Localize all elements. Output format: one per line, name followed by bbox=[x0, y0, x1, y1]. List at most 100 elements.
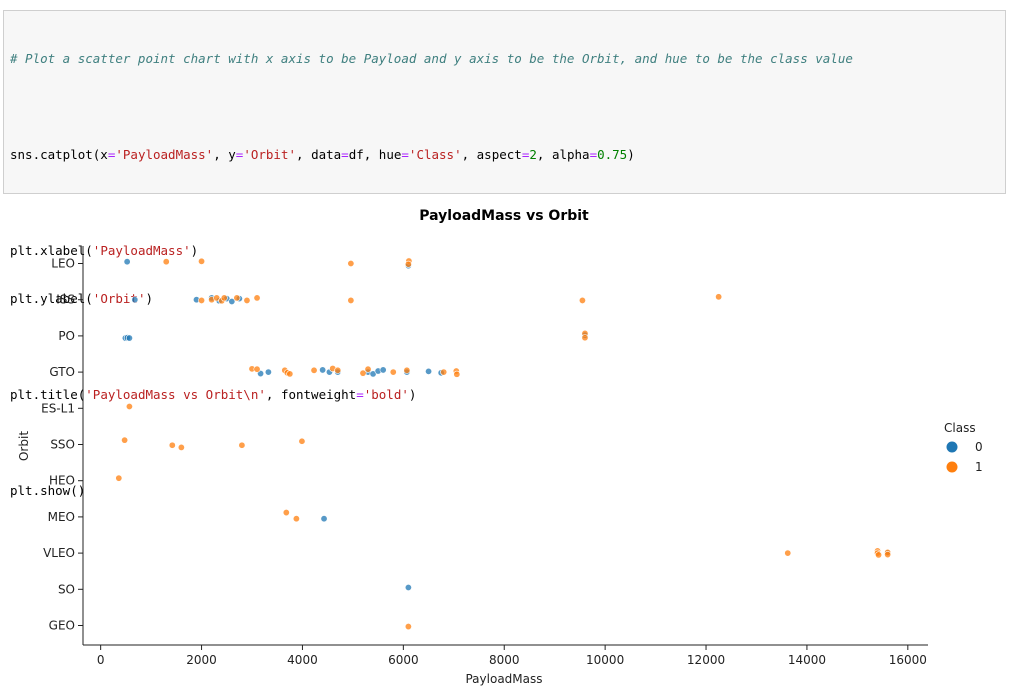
scatter-point-class-1 bbox=[243, 296, 251, 304]
y-tick-label: VLEO bbox=[43, 546, 75, 560]
scatter-point-class-1 bbox=[125, 402, 133, 410]
code-token: ) bbox=[627, 147, 635, 162]
scatter-point-class-1 bbox=[238, 441, 246, 449]
scatter-point-class-1 bbox=[359, 369, 367, 377]
scatter-point-class-0 bbox=[123, 258, 131, 266]
scatter-point-class-0 bbox=[379, 366, 387, 374]
y-axis-label: Orbit bbox=[17, 431, 31, 461]
code-title-line: plt.title('PayloadMass vs Orbit\n', font… bbox=[10, 387, 1005, 403]
y-tick-label: ES-L1 bbox=[41, 401, 75, 415]
x-tick-label: 0 bbox=[97, 653, 105, 667]
scatter-point-class-1 bbox=[253, 294, 261, 302]
y-tick-label: HEO bbox=[49, 474, 75, 488]
x-ticks: 0 2000 4000 6000 8000 10000 12000 14000 16000 bbox=[97, 645, 927, 667]
scatter-point-class-1 bbox=[884, 551, 892, 559]
code-comment: # Plot a scatter point chart with x axis… bbox=[10, 51, 853, 66]
scatter-point-class-1 bbox=[198, 257, 206, 265]
code-token: ) bbox=[145, 291, 154, 306]
x-tick-label: 12000 bbox=[687, 653, 725, 667]
scatter-point-class-1 bbox=[404, 623, 412, 631]
code-ylabel-line: plt.ylabel('Orbit') bbox=[10, 291, 1005, 307]
x-tick-label: 14000 bbox=[788, 653, 826, 667]
code-token: ) bbox=[408, 387, 417, 402]
code-operator: = bbox=[235, 147, 244, 162]
scatter-point-class-0 bbox=[264, 368, 272, 376]
chart-title: PayloadMass vs Orbit bbox=[419, 208, 589, 224]
scatter-point-class-1 bbox=[784, 549, 792, 557]
scatter-chart: PayloadMass vs Orbit LEO ISS PO GTO ES-L1 SSO… bbox=[17, 208, 983, 686]
code-string: 'PayloadMass' bbox=[92, 243, 191, 258]
code-operator: = bbox=[589, 147, 598, 162]
scatter-point-class-1 bbox=[453, 370, 461, 378]
code-operator: = bbox=[521, 147, 530, 162]
scatter-point-class-1 bbox=[715, 293, 723, 301]
code-comment-line: # Plot a scatter point chart with x axis… bbox=[10, 51, 1005, 67]
x-tick-label: 10000 bbox=[586, 653, 624, 667]
scatter-point-class-1 bbox=[364, 365, 372, 373]
code-operator: = bbox=[401, 147, 409, 162]
scatter-point-class-1 bbox=[298, 437, 306, 445]
scatter-point-class-1 bbox=[121, 436, 129, 444]
legend: Class 0 1 bbox=[944, 421, 983, 474]
legend-label-class-0: 0 bbox=[975, 440, 983, 454]
y-tick-label: GEO bbox=[49, 619, 75, 633]
y-tick-label: GTO bbox=[49, 365, 75, 379]
code-number: 0.75 bbox=[597, 147, 628, 162]
code-string: 'Orbit' bbox=[92, 291, 146, 306]
code-token: df, hue bbox=[348, 147, 402, 162]
x-axis-label: PayloadMass bbox=[465, 672, 542, 686]
x-tick-label: 4000 bbox=[287, 653, 318, 667]
scatter-point-class-1 bbox=[220, 294, 228, 302]
x-tick-label: 16000 bbox=[889, 653, 927, 667]
y-tick-label: PO bbox=[58, 329, 75, 343]
scatter-point-class-1 bbox=[177, 443, 185, 451]
scatter-point-class-1 bbox=[282, 509, 290, 517]
y-tick-label: SO bbox=[58, 582, 75, 596]
code-token: plt.show() bbox=[10, 483, 86, 498]
scatter-point-class-1 bbox=[233, 294, 241, 302]
scatter-point-class-1 bbox=[286, 370, 294, 378]
code-token: ) bbox=[190, 243, 199, 258]
code-xlabel-line: plt.xlabel('PayloadMass') bbox=[10, 243, 1005, 259]
scatter-point-class-1 bbox=[168, 441, 176, 449]
legend-marker-class-1 bbox=[946, 461, 958, 473]
scatter-point-class-1 bbox=[292, 515, 300, 523]
scatter-point-class-0 bbox=[125, 334, 133, 342]
scatter-point-class-1 bbox=[403, 366, 411, 374]
code-token: , aspect bbox=[461, 147, 522, 162]
scatter-point-class-1 bbox=[162, 258, 170, 266]
scatter-point-class-1 bbox=[875, 551, 883, 559]
legend-marker-class-0 bbox=[946, 441, 958, 453]
code-string: 'Class' bbox=[408, 147, 462, 162]
code-token: , fontweight bbox=[265, 387, 357, 402]
code-operator: = bbox=[107, 147, 116, 162]
code-show-line: plt.show() bbox=[10, 483, 1005, 499]
x-tick-label: 2000 bbox=[186, 653, 217, 667]
scatter-point-class-1 bbox=[347, 260, 355, 268]
code-catplot-line: sns.catplot(x='PayloadMass', y='Orbit', … bbox=[10, 147, 1005, 163]
data-points bbox=[115, 257, 892, 631]
scatter-point-class-0 bbox=[320, 515, 328, 523]
code-token: plt.ylabel( bbox=[10, 291, 93, 306]
scatter-point-class-1 bbox=[578, 296, 586, 304]
code-string: 'Orbit' bbox=[243, 147, 297, 162]
code-token: plt.xlabel( bbox=[10, 243, 93, 258]
code-operator: = bbox=[341, 147, 349, 162]
code-token: , alpha bbox=[536, 147, 590, 162]
code-string: 'bold' bbox=[363, 387, 409, 402]
scatter-point-class-1 bbox=[404, 260, 412, 268]
scatter-point-class-1 bbox=[310, 366, 318, 374]
scatter-point-class-1 bbox=[581, 334, 589, 342]
code-cell[interactable]: # Plot a scatter point chart with x axis… bbox=[3, 10, 1006, 498]
scatter-point-class-0 bbox=[228, 298, 236, 306]
y-ticks: LEO ISS PO GTO ES-L1 SSO HEO MEO VLEO SO GEO bbox=[41, 257, 83, 633]
scatter-point-class-1 bbox=[334, 366, 342, 374]
scatter-point-class-1 bbox=[440, 368, 448, 376]
code-string: 'PayloadMass vs Orbit\n' bbox=[85, 387, 266, 402]
plot-axes bbox=[82, 246, 928, 646]
x-tick-label: 8000 bbox=[489, 653, 520, 667]
scatter-point-class-0 bbox=[425, 367, 433, 375]
scatter-point-class-0 bbox=[319, 366, 327, 374]
legend-label-class-1: 1 bbox=[975, 460, 983, 474]
code-string: 'PayloadMass' bbox=[115, 147, 214, 162]
